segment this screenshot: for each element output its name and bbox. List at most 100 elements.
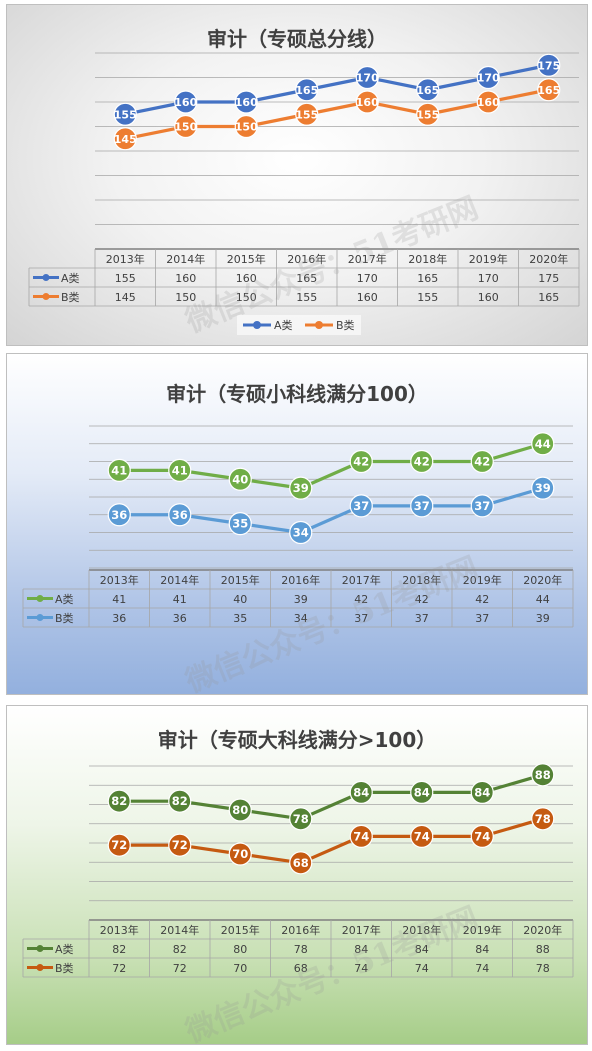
legend-entry: B类 [55,961,74,975]
data-label: 170 [356,72,379,85]
data-label: 41 [172,463,188,477]
data-label: 84 [353,785,369,799]
data-label: 84 [474,785,490,799]
table-cell: 155 [115,272,136,285]
tick-label: 2014年 [166,252,205,266]
legend-key-marker [315,321,323,329]
data-point [470,780,494,805]
table-cell: 165 [538,291,559,304]
table-cell: 165 [296,272,317,285]
legend-key-marker [36,964,44,971]
chart-svg-total: 155 160 160 165 170 165 170 175 145 150 150 155 160 1… [28,52,580,335]
data-point [289,851,313,875]
data-label: 35 [232,517,248,531]
table-cell: 165 [417,272,438,285]
table-cell: 82 [112,943,126,956]
tick-label: 2013年 [100,573,139,587]
data-point [410,824,434,848]
data-label: 84 [414,785,430,799]
data-point [174,114,198,139]
table-cell: 150 [175,291,196,304]
table-cell: 39 [294,593,308,606]
data-point [476,65,500,90]
data-point [107,789,131,813]
table-cell: 34 [294,612,308,625]
data-label: 74 [353,829,369,843]
table-cell: 84 [475,943,489,956]
chart-svg-minor: 41 41 40 39 42 42 42 44 36 36 35 34 37 37 37 39 2013年 201… [22,425,574,628]
table-cell: 155 [417,291,438,304]
chart-panel-major: 审计（专硕大科线满分>100） 82 82 80 78 84 84 84 88 72 72 70 68… [6,705,588,1045]
table-cell: 84 [415,943,429,956]
table-cell: 36 [112,612,126,625]
data-point [113,102,137,126]
data-point [107,458,131,482]
data-point [228,798,252,822]
tick-label: 2020年 [523,573,562,587]
data-label: 150 [174,121,197,134]
data-point [289,520,313,545]
data-point [355,65,379,90]
data-label: 39 [535,481,551,495]
data-point [107,833,131,857]
legend-entry: A类 [55,942,74,956]
table-cell: 37 [415,612,429,625]
tick-label: 2020年 [529,252,568,266]
data-point [228,842,252,866]
data-point [355,90,379,114]
table-cell: 74 [415,962,429,975]
data-point [289,476,313,500]
data-label: 170 [477,72,500,85]
data-label: 42 [414,455,430,469]
tick-label: 2018年 [402,573,441,587]
data-label: 74 [474,829,490,843]
data-label: 44 [535,437,551,451]
table-cell: 42 [415,593,429,606]
legend-entry: B类 [336,318,355,332]
data-point [349,824,373,848]
table-cell: 88 [536,943,550,956]
data-point [537,78,561,102]
data-label: 160 [356,96,379,109]
table-cell: 84 [354,943,368,956]
data-label: 72 [111,838,127,852]
chart-title: 审计（专硕小科线满分100） [166,382,428,406]
legend-key-marker [42,274,50,281]
data-label: 160 [235,96,258,109]
data-point [349,449,373,474]
data-point [289,807,313,831]
table-cell: 170 [478,272,499,285]
table-cell: 36 [173,612,187,625]
data-label: 40 [232,472,248,486]
data-label: 82 [111,794,127,808]
tick-label: 2017年 [342,573,381,587]
table-cell: 78 [536,962,550,975]
table-cell: 39 [536,612,550,625]
chart-panel-minor: 审计（专硕小科线满分100） 41 41 40 39 42 42 42 44 36 36 35 34 3… [6,353,588,695]
data-label: 68 [293,856,309,870]
table-cell: 160 [478,291,499,304]
data-point [168,458,192,482]
tick-label: 2018年 [402,923,441,937]
table-cell: 155 [296,291,317,304]
data-point [349,780,373,805]
tick-label: 2020年 [523,923,562,937]
data-point [228,512,252,536]
tick-label: 2018年 [408,252,447,266]
table-cell: 80 [233,943,247,956]
data-label: 37 [353,499,369,513]
table-cell: 78 [294,943,308,956]
data-point [410,780,434,805]
data-point [470,824,494,848]
data-label: 82 [172,794,188,808]
data-point [295,78,319,102]
data-point [416,78,440,102]
chart-title: 审计（专硕总分线） [207,27,387,51]
data-label: 37 [414,499,430,513]
table-cell: 72 [112,962,126,975]
data-point [168,833,192,857]
data-point [113,127,137,151]
tick-label: 2019年 [469,252,508,266]
legend-box [237,315,361,335]
data-label: 36 [111,508,127,522]
